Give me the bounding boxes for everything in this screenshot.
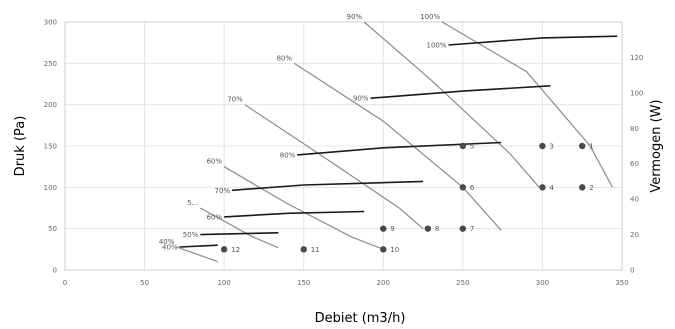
pressure-curve-label: 70% xyxy=(227,96,243,104)
operating-point-label: 6 xyxy=(470,184,475,192)
power-curve-label: 60% xyxy=(207,213,223,221)
operating-point-11 xyxy=(300,246,307,253)
y-tick-label: 150 xyxy=(44,143,57,151)
operating-point-6 xyxy=(459,184,467,191)
operating-point-label: 12 xyxy=(231,246,240,254)
power-curve-40 xyxy=(179,244,218,248)
operating-point-5 xyxy=(459,142,467,150)
y2-axis-title: Vermogen (W) xyxy=(649,99,664,192)
y2-axis-ticks: 0 20 40 60 80 100 120 xyxy=(630,54,643,275)
operating-point-label: 5 xyxy=(470,143,474,151)
operating-point-4 xyxy=(539,184,546,191)
pressure-curve-label: 5... xyxy=(187,199,198,207)
pressure-curve-60 xyxy=(223,166,384,250)
power-curve-label: 100% xyxy=(427,42,447,50)
power-curves: 40% 50% 60% 70% 80% 90% 100% xyxy=(162,35,618,251)
operating-point-label: 7 xyxy=(470,225,474,233)
pressure-curve-label: 60% xyxy=(207,158,223,166)
pressure-curve-70 xyxy=(244,104,424,230)
operating-point-2 xyxy=(579,184,586,191)
x-axis-ticks: 0 50 100 150 200 250 300 350 xyxy=(63,279,629,287)
y2-tick-label: 80 xyxy=(630,125,639,133)
operating-point-label: 2 xyxy=(589,184,593,192)
x-tick-label: 100 xyxy=(217,279,230,287)
pressure-curve-label: 100% xyxy=(420,13,440,21)
pressure-curve-100 xyxy=(441,21,614,188)
y2-tick-label: 60 xyxy=(630,160,639,168)
x-tick-label: 250 xyxy=(456,279,469,287)
x-tick-label: 350 xyxy=(615,279,628,287)
x-tick-label: 0 xyxy=(63,279,67,287)
x-tick-label: 200 xyxy=(377,279,390,287)
y2-tick-label: 20 xyxy=(630,231,639,239)
operating-point-label: 11 xyxy=(311,246,320,254)
y-tick-label: 0 xyxy=(53,267,57,275)
operating-point-label: 1 xyxy=(589,143,593,151)
power-curve-label: 50% xyxy=(183,231,199,239)
y2-tick-label: 100 xyxy=(630,89,643,97)
x-axis-title: Debiet (m3/h) xyxy=(315,311,406,326)
pressure-curves: 40% 5... 60% 70% 80% 90% 100% xyxy=(159,13,614,263)
power-curve-100 xyxy=(448,35,618,46)
x-tick-label: 300 xyxy=(536,279,549,287)
operating-point-label: 8 xyxy=(435,225,439,233)
power-curve-50 xyxy=(200,232,279,236)
power-curve-label: 40% xyxy=(162,243,178,251)
x-tick-label: 150 xyxy=(297,279,310,287)
operating-point-3 xyxy=(539,142,546,150)
pressure-curve-80 xyxy=(293,62,502,231)
power-curve-label: 70% xyxy=(215,187,231,195)
y-axis-ticks: 0 50 100 150 200 250 300 xyxy=(44,19,57,275)
operating-point-8 xyxy=(424,225,432,232)
x-tick-label: 50 xyxy=(140,279,149,287)
pressure-curve-label: 40% xyxy=(159,238,175,246)
plot-frame xyxy=(64,21,623,271)
y-tick-label: 50 xyxy=(48,225,57,233)
operating-point-label: 3 xyxy=(549,143,553,151)
power-curve-70 xyxy=(232,180,424,192)
y2-tick-label: 120 xyxy=(630,54,643,62)
power-curve-90 xyxy=(370,85,551,99)
y-axis-title: Druk (Pa) xyxy=(13,116,28,177)
pressure-curve-label: 80% xyxy=(277,54,293,62)
y-tick-label: 250 xyxy=(44,60,57,68)
pressure-curve-90 xyxy=(363,21,540,188)
operating-point-label: 4 xyxy=(549,184,554,192)
y2-tick-label: 40 xyxy=(630,196,639,204)
y-tick-label: 100 xyxy=(44,184,57,192)
power-curve-label: 80% xyxy=(280,151,296,159)
operating-point-label: 10 xyxy=(390,246,399,254)
operating-point-12 xyxy=(220,246,228,253)
operating-point-7 xyxy=(459,225,467,232)
operating-point-10 xyxy=(380,246,387,253)
operating-point-label: 9 xyxy=(390,225,394,233)
power-curve-label: 90% xyxy=(353,95,369,103)
y2-tick-label: 0 xyxy=(630,267,634,275)
pressure-curve-label: 90% xyxy=(347,13,363,21)
pressure-curve-5 xyxy=(200,207,279,249)
y-tick-label: 200 xyxy=(44,101,57,109)
operating-point-1 xyxy=(579,142,586,150)
pressure-curve-40 xyxy=(176,246,219,263)
power-curve-60 xyxy=(224,210,365,218)
y-tick-label: 300 xyxy=(44,19,57,27)
operating-point-9 xyxy=(380,225,387,232)
